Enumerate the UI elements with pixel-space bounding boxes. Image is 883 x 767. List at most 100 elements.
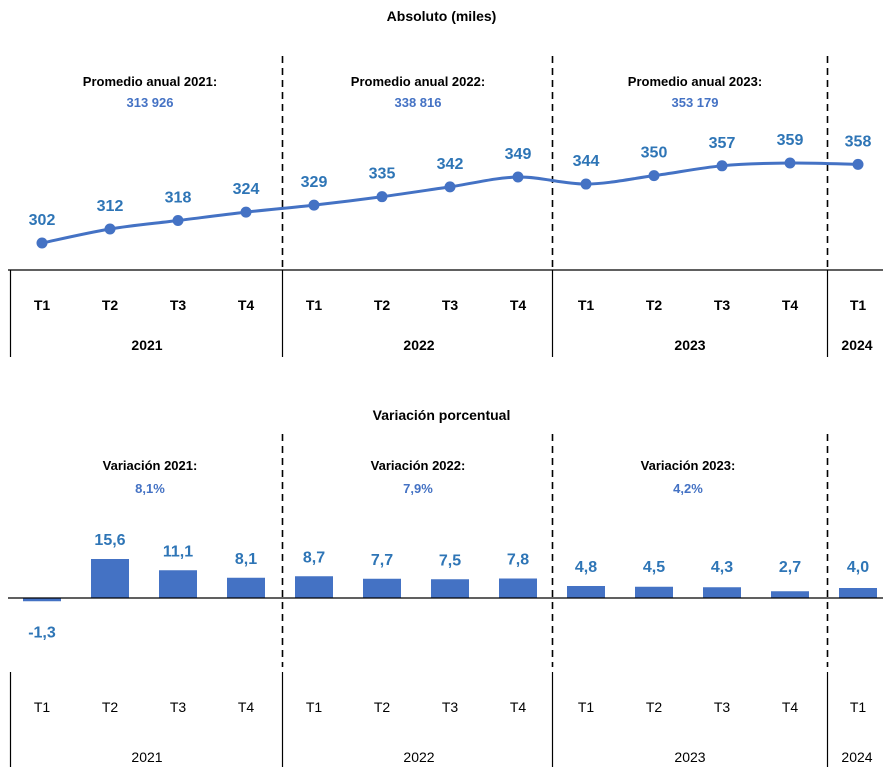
- bar-chart-bar: [227, 577, 265, 598]
- bar-chart-bar: [499, 578, 537, 598]
- line-chart-point: [784, 157, 796, 169]
- line-chart-data-label: 302: [29, 212, 56, 229]
- bar-chart-annotation-value: 7,9%: [403, 481, 433, 496]
- bar-chart-bar: [771, 591, 809, 598]
- line-chart-tick-label: T3: [442, 297, 459, 313]
- bar-chart-tick-label: T2: [102, 699, 119, 715]
- bar-chart-tick-label: T3: [170, 699, 187, 715]
- line-chart-annotation-label: Promedio anual 2023:: [628, 74, 762, 89]
- bar-chart-year-label: 2022: [403, 749, 434, 765]
- line-chart-data-label: 357: [709, 135, 736, 152]
- line-chart-point: [36, 237, 48, 249]
- bar-chart-data-label: 7,7: [371, 552, 393, 569]
- bar-chart-bar: [567, 586, 605, 598]
- line-chart-annotation-value: 313 926: [127, 95, 174, 110]
- bar-chart-data-label: 7,8: [507, 552, 529, 569]
- bar-chart-bar: [159, 570, 197, 598]
- line-chart-data-label: 350: [641, 145, 668, 162]
- line-chart-year-label: 2022: [403, 337, 434, 353]
- bar-chart-data-label: 11,1: [163, 543, 193, 560]
- bar-chart-bar: [431, 579, 469, 598]
- line-chart-data-label: 349: [505, 146, 532, 163]
- line-chart-point: [172, 215, 184, 227]
- line-chart-tick-label: T3: [714, 297, 731, 313]
- bar-chart-annotation-label: Variación 2023:: [641, 458, 736, 473]
- line-chart-annotation-value: 338 816: [395, 95, 442, 110]
- line-chart-point: [376, 191, 388, 203]
- bar-chart-annotation-label: Variación 2021:: [103, 458, 198, 473]
- line-chart-point: [648, 170, 660, 182]
- line-chart-data-label: 318: [165, 190, 192, 207]
- line-chart-annotation-label: Promedio anual 2022:: [351, 74, 485, 89]
- line-chart-data-label: 324: [233, 181, 260, 198]
- bar-chart-tick-label: T3: [714, 699, 731, 715]
- line-chart-tick-label: T2: [646, 297, 663, 313]
- line-chart-point: [512, 171, 524, 183]
- bar-chart-data-label: 2,7: [779, 559, 801, 576]
- line-chart-data-label: 329: [301, 174, 328, 191]
- bar-chart-tick-label: T4: [782, 699, 799, 715]
- bar-chart-bar: [295, 576, 333, 598]
- bar-chart-annotation-value: 4,2%: [673, 481, 703, 496]
- bar-chart-title: Variación porcentual: [373, 407, 511, 423]
- line-chart-year-label: 2021: [131, 337, 162, 353]
- bar-chart-tick-label: T1: [34, 699, 51, 715]
- bar-chart-bar: [23, 598, 61, 602]
- bar-chart-data-label: 4,3: [711, 559, 733, 576]
- bar-chart-data-label: 8,1: [235, 551, 257, 568]
- bar-chart-tick-label: T2: [374, 699, 391, 715]
- line-chart-data-label: 312: [97, 198, 124, 215]
- bar-chart-tick-label: T1: [306, 699, 323, 715]
- line-chart-tick-label: T4: [510, 297, 527, 313]
- line-chart-tick-label: T2: [102, 297, 119, 313]
- line-chart-tick-label: T2: [374, 297, 391, 313]
- line-chart-year-label: 2024: [841, 337, 872, 353]
- bar-chart-bar: [363, 578, 401, 598]
- bar-chart-tick-label: T4: [510, 699, 527, 715]
- line-chart-data-label: 344: [573, 153, 600, 170]
- line-chart-title: Absoluto (miles): [387, 8, 497, 24]
- line-chart-point: [240, 206, 252, 218]
- bar-chart-year-label: 2021: [131, 749, 162, 765]
- line-chart-tick-label: T1: [578, 297, 595, 313]
- bar-chart-tick-label: T2: [646, 699, 663, 715]
- line-chart-data-label: 358: [845, 133, 872, 150]
- line-chart-tick-label: T1: [306, 297, 323, 313]
- line-chart-annotation-value: 353 179: [672, 95, 719, 110]
- line-chart-point: [104, 223, 116, 235]
- bar-chart-year-label: 2024: [841, 749, 872, 765]
- bar-chart-annotation-value: 8,1%: [135, 481, 165, 496]
- bar-chart-bar: [703, 587, 741, 598]
- bar-chart-data-label: 4,5: [643, 559, 665, 576]
- bar-chart-bar: [91, 559, 129, 598]
- bar-chart-bar: [839, 588, 877, 598]
- bar-chart-data-label: 7,5: [439, 552, 461, 569]
- bar-chart-tick-label: T4: [238, 699, 255, 715]
- bar-chart-data-label: 4,0: [847, 559, 869, 576]
- line-chart-tick-label: T4: [238, 297, 255, 313]
- bar-chart-tick-label: T1: [850, 699, 867, 715]
- line-chart-annotation-label: Promedio anual 2021:: [83, 74, 217, 89]
- bar-chart-tick-label: T1: [578, 699, 595, 715]
- bar-chart-data-label: 8,7: [303, 549, 325, 566]
- line-chart-point: [580, 178, 592, 190]
- bar-chart-tick-label: T3: [442, 699, 459, 715]
- bar-chart-data-label: 4,8: [575, 559, 597, 576]
- bar-chart-data-label: 15,6: [94, 532, 125, 549]
- line-chart-tick-label: T1: [34, 297, 51, 313]
- line-chart-year-label: 2023: [674, 337, 705, 353]
- bar-chart-annotation-label: Variación 2022:: [371, 458, 466, 473]
- bar-chart-bar: [635, 586, 673, 598]
- line-chart-tick-label: T1: [850, 297, 867, 313]
- line-chart-tick-label: T3: [170, 297, 187, 313]
- line-chart-point: [308, 199, 320, 211]
- line-chart-point: [716, 160, 728, 172]
- line-chart-point: [852, 158, 864, 170]
- line-chart-point: [444, 181, 456, 193]
- line-chart-data-label: 335: [369, 166, 396, 183]
- bar-chart-year-label: 2023: [674, 749, 705, 765]
- line-chart-tick-label: T4: [782, 297, 799, 313]
- line-chart-data-label: 342: [437, 156, 464, 173]
